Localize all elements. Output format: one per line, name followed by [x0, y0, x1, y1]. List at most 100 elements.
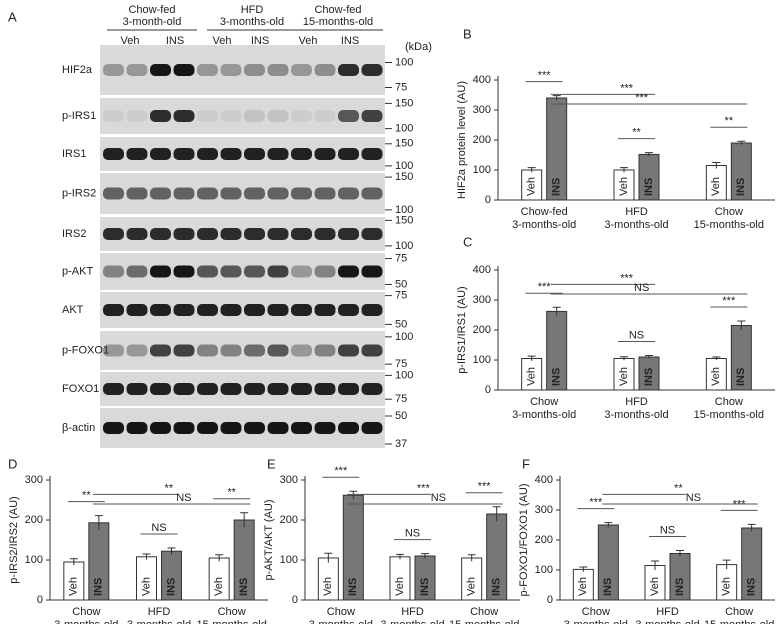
blot-band [267, 344, 289, 357]
blot-band [244, 265, 265, 278]
lane-label: Veh [299, 35, 318, 47]
error-bar [651, 560, 659, 570]
blot-band [291, 422, 312, 434]
row-label: p-IRS1 [62, 110, 96, 122]
blot-band [361, 422, 383, 434]
y-axis-title: p-FOXO1/FOXO1 (AU) [518, 483, 530, 596]
blot-band [103, 148, 124, 160]
y-tick-label: 100 [25, 554, 43, 566]
blot-band [267, 64, 289, 76]
bar-label: Veh [68, 577, 80, 596]
significance: NS [176, 492, 191, 504]
significance: *** [635, 92, 649, 104]
bar-label: INS [238, 578, 250, 596]
marker-label: 75 [395, 81, 407, 93]
blot-band [220, 228, 242, 240]
blot-band [244, 304, 265, 316]
y-tick-label: 400 [535, 474, 553, 486]
row-label: AKT [62, 304, 84, 316]
marker-label: 150 [395, 138, 413, 150]
bar-label: INS [419, 578, 431, 596]
y-tick-label: 0 [547, 594, 553, 606]
blot-band [173, 228, 195, 240]
y-tick-label: 200 [280, 514, 298, 526]
group-header: Chow-fed 3-month-old [123, 4, 182, 28]
y-tick-label: 200 [25, 514, 43, 526]
bar-label: Veh [213, 577, 225, 596]
blot-band [267, 110, 289, 122]
bar-label: INS [602, 578, 614, 596]
blot-band [338, 187, 359, 200]
blot-band [197, 110, 218, 122]
error-bar [712, 162, 721, 169]
panel-letter: F [522, 456, 530, 471]
blot-band [173, 110, 195, 122]
blot-band [150, 422, 171, 434]
blot-band [126, 344, 148, 357]
blot-band [267, 383, 289, 395]
significance: *** [334, 465, 348, 477]
blot-band [291, 228, 312, 240]
blot-band [220, 344, 242, 357]
error-bar [396, 553, 404, 560]
marker-label: 150 [395, 214, 413, 226]
blot-band [150, 228, 171, 240]
y-tick-label: 200 [473, 324, 491, 336]
blot-band [197, 64, 218, 76]
blot-band [314, 187, 336, 200]
blot-band [103, 228, 124, 240]
blot-band [338, 304, 359, 316]
blot-band [103, 187, 124, 200]
row-label: β-actin [62, 422, 95, 434]
marker-label: 100 [395, 123, 413, 135]
x-tick-label: Chow-fed 3-months-old [512, 206, 576, 231]
blot-band [197, 265, 218, 278]
blot-band [338, 383, 359, 395]
significance: ** [165, 482, 174, 494]
y-tick-label: 300 [25, 474, 43, 486]
blot-band [220, 422, 242, 434]
blot-band [361, 304, 383, 316]
row-label: IRS1 [62, 148, 86, 160]
blot-band [244, 344, 265, 357]
significance: NS [431, 492, 446, 504]
error-bar [552, 306, 561, 316]
error-bar [324, 552, 333, 563]
blot-band [150, 110, 171, 122]
blot-band [173, 422, 195, 434]
bar-label: INS [491, 578, 503, 596]
blot-band [126, 265, 148, 278]
blot-band [220, 110, 242, 122]
bar-label: INS [551, 178, 563, 196]
marker-label: 100 [395, 204, 413, 216]
blot-band [150, 265, 171, 278]
blot-band [197, 228, 218, 240]
blot-band [103, 344, 124, 357]
y-tick-label: 400 [473, 264, 491, 276]
significance: NS [660, 524, 675, 536]
significance: ** [725, 115, 734, 127]
blot-band [173, 344, 195, 357]
row-label: p-AKT [62, 265, 93, 277]
y-tick-label: 100 [473, 164, 491, 176]
blot-band [197, 344, 218, 357]
blot-band [361, 383, 383, 395]
bar-label: Veh [618, 177, 630, 196]
blot-band [103, 383, 124, 395]
marker-label: 50 [395, 318, 407, 330]
error-bar [492, 506, 501, 522]
group-header: HFD 3-months-old [220, 4, 284, 28]
significance: *** [733, 498, 747, 510]
blot-band [220, 148, 242, 160]
blot-band [291, 64, 312, 76]
significance: *** [620, 82, 634, 94]
significance: NS [634, 282, 649, 294]
marker-label: 37 [395, 438, 407, 450]
significance: ** [632, 127, 641, 139]
blot-band [103, 265, 124, 278]
